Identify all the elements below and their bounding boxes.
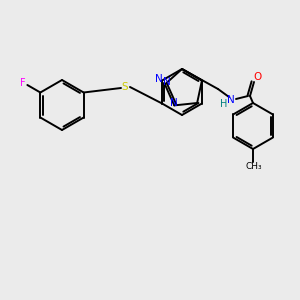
Text: N: N — [155, 74, 163, 83]
Text: F: F — [20, 79, 26, 88]
Text: H: H — [220, 99, 228, 109]
Text: S: S — [122, 82, 128, 92]
Text: CH₃: CH₃ — [246, 163, 262, 172]
Text: N: N — [163, 77, 171, 87]
Text: N: N — [227, 95, 235, 105]
Text: N: N — [170, 98, 178, 108]
Text: O: O — [254, 72, 262, 82]
